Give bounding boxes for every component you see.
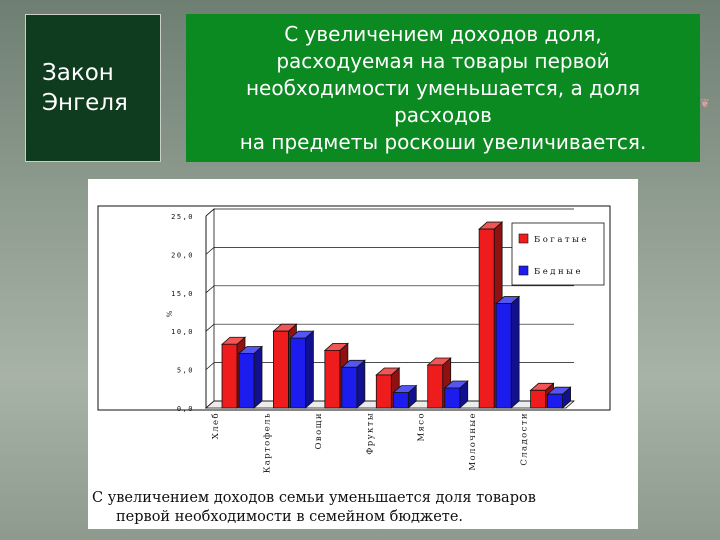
y-tick-label: 5,0	[177, 367, 194, 375]
engel-law-statement: С увеличением доходов доля, расходуемая …	[186, 14, 700, 162]
bar-Богатые-Мясо	[426, 357, 452, 409]
y-axis-label: %	[166, 310, 174, 317]
bar-Бедные-Картофель	[289, 330, 315, 409]
y-tick-label: 10,0	[171, 328, 194, 336]
statement-line-5: на предметы роскоши увеличивается.	[239, 129, 647, 154]
legend-swatch	[518, 265, 529, 276]
bar-Бедные-Сладости	[546, 386, 572, 409]
gridline	[205, 208, 574, 217]
category-label: Мясо	[417, 412, 427, 442]
statement-line-3: необходимости уменьшается, а доля	[245, 75, 640, 100]
category-label: Хлеб	[210, 412, 221, 439]
expense-share-bar-chart: 0,0 5,0 10,0 15,0 20,0 25,0% Хлеб Картофель Овощ…	[97, 205, 611, 473]
side-wall	[205, 208, 215, 409]
slide-title-line-2: Энгеля	[42, 90, 128, 116]
bar-Бедные-Хлеб	[237, 345, 264, 409]
slide-title-line-1: Закон	[42, 60, 114, 86]
legend-label: Бедные	[534, 267, 583, 277]
chart-frame	[97, 205, 611, 411]
y-tick-label: 20,0	[171, 251, 194, 259]
category-label: Молочные	[468, 412, 478, 471]
decorative-corner-icon: ❦	[700, 96, 711, 110]
category-label: Овощи	[314, 412, 324, 449]
caption-line-2: первой необходимости в семейном бюджете.	[116, 509, 464, 525]
statement-line-2: расходуемая на товары первой	[276, 48, 610, 73]
bar-Бедные-Мясо	[443, 380, 469, 409]
gridline	[205, 362, 574, 370]
bar-Бедные-Молочные	[495, 295, 521, 409]
chart-panel: 0,0 5,0 10,0 15,0 20,0 25,0% Хлеб Картофель Овощ…	[88, 179, 638, 529]
y-tick-label: 0,0	[177, 405, 194, 413]
bar-Бедные-Фрукты	[392, 384, 418, 409]
legend-swatch	[518, 233, 529, 244]
gridline	[205, 247, 574, 255]
y-tick-label: 15,0	[171, 290, 194, 298]
y-tick-label: 25,0	[171, 213, 194, 221]
category-label: Картофель	[262, 412, 272, 473]
statement-line-1: С увеличением доходов доля,	[284, 21, 602, 46]
category-label: Фрукты	[365, 412, 375, 455]
statement-line-4: расходов	[394, 102, 492, 127]
chart-caption: С увеличением доходов семьи уменьшается …	[92, 489, 632, 527]
gridline	[205, 285, 574, 294]
legend-label: Богатые	[534, 235, 589, 245]
category-label: Сладости	[520, 412, 530, 466]
slide-title-box: Закон Энгеля	[25, 14, 161, 162]
bar-Бедные-Овощи	[340, 359, 366, 409]
caption-line-1: С увеличением доходов семьи уменьшается …	[92, 490, 536, 506]
gridline	[205, 323, 574, 332]
